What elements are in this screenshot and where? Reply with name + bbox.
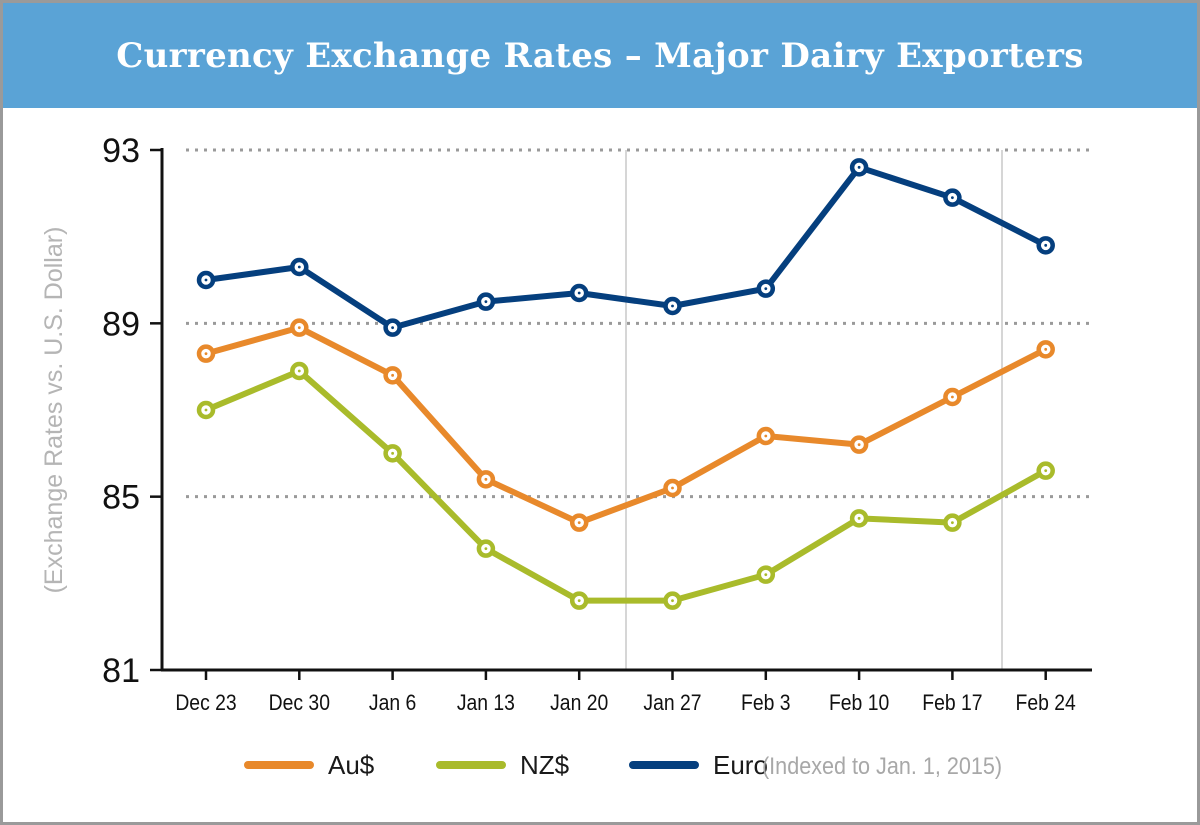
data-point-center bbox=[577, 599, 581, 603]
x-tick-label: Dec 30 bbox=[269, 691, 330, 715]
x-tick-label: Feb 10 bbox=[829, 691, 889, 715]
data-point-center bbox=[1044, 347, 1048, 351]
title-bar: Currency Exchange Rates – Major Dairy Ex… bbox=[3, 3, 1197, 108]
y-axis-label: (Exchange Rates vs. U.S. Dollar) bbox=[40, 227, 68, 594]
data-point-center bbox=[297, 369, 301, 373]
data-point-center bbox=[671, 599, 674, 603]
data-point-center bbox=[857, 516, 861, 520]
y-tick-label: 85 bbox=[102, 479, 140, 517]
x-tick-label: Jan 6 bbox=[369, 691, 416, 715]
data-point-center bbox=[391, 451, 394, 455]
x-tick-label: Jan 13 bbox=[457, 691, 515, 715]
data-point-center bbox=[484, 547, 488, 551]
y-tick-label: 93 bbox=[102, 132, 140, 170]
data-point-center bbox=[951, 395, 954, 399]
data-point-center bbox=[951, 196, 954, 200]
data-point-center bbox=[297, 265, 301, 269]
x-tick-label: Dec 23 bbox=[175, 691, 236, 715]
x-tick-label: Feb 3 bbox=[741, 691, 791, 715]
series-line-au bbox=[205, 324, 1048, 526]
data-point-center bbox=[671, 304, 674, 308]
data-point-center bbox=[857, 443, 861, 447]
x-tick-label: Feb 24 bbox=[1016, 691, 1076, 715]
series-line-euro bbox=[205, 164, 1048, 331]
data-point-center bbox=[204, 278, 208, 282]
data-point-center bbox=[577, 521, 581, 525]
x-tick-label: Jan 20 bbox=[550, 691, 608, 715]
data-point-center bbox=[391, 326, 394, 330]
data-point-center bbox=[484, 300, 488, 304]
legend-label: Au$ bbox=[328, 750, 375, 780]
legend-label: Euro bbox=[713, 750, 768, 780]
data-point-center bbox=[297, 326, 301, 330]
data-point-center bbox=[764, 287, 768, 291]
data-point-center bbox=[764, 434, 768, 438]
data-point-center bbox=[484, 477, 488, 481]
data-point-center bbox=[204, 408, 208, 412]
data-point-center bbox=[671, 486, 674, 490]
data-point-center bbox=[577, 291, 581, 295]
data-point-center bbox=[1044, 469, 1048, 473]
x-tick-label: Jan 27 bbox=[643, 691, 701, 715]
data-point-center bbox=[857, 165, 861, 169]
x-tick-label: Feb 17 bbox=[922, 691, 982, 715]
data-point-center bbox=[391, 373, 394, 377]
data-point-center bbox=[951, 521, 954, 525]
y-tick-label: 89 bbox=[102, 305, 140, 343]
chart-title: Currency Exchange Rates – Major Dairy Ex… bbox=[116, 35, 1084, 76]
index-note: (Indexed to Jan. 1, 2015) bbox=[762, 752, 1002, 779]
series-line-nz bbox=[204, 368, 1048, 604]
data-point-center bbox=[1044, 243, 1048, 247]
data-point-center bbox=[204, 352, 208, 356]
legend-label: NZ$ bbox=[520, 750, 570, 780]
y-tick-label: 81 bbox=[102, 652, 140, 690]
data-point-center bbox=[764, 573, 768, 577]
